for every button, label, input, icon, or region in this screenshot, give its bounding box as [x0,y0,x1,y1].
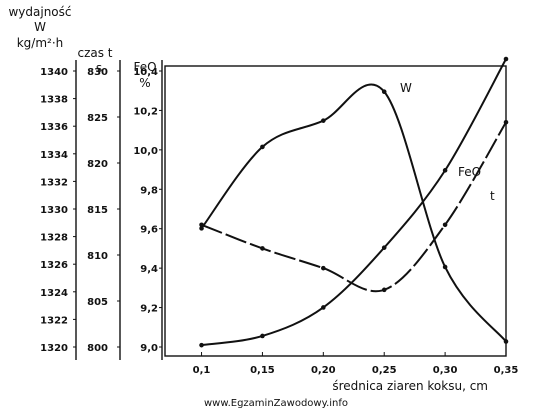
data-point-w [442,264,448,270]
x-axis-label: średnica ziaren koksu, cm [332,379,488,393]
axis-title-feo: FeO [133,60,156,74]
y-tick-label-feo: 10,4 [133,67,158,78]
axis-title-t: czas t [77,46,112,60]
y-tick-label-feo: 9,6 [140,225,158,236]
x-tick-label: 0,20 [311,365,336,376]
axis-title-feo: % [139,76,150,90]
plot-frame [164,65,507,357]
y-tick-label-w: 1326 [40,260,68,271]
data-point-t [260,333,265,339]
data-point-w [260,144,265,150]
axis-title-t: s [96,61,102,75]
y-tick-label-t: 805 [87,297,108,308]
y-tick-label-w: 1322 [40,315,68,326]
x-tick-label: 0,1 [193,365,211,376]
y-tick-label-t: 830 [87,67,108,78]
y-tick-label-w: 1324 [40,288,68,299]
y-tick-label-w: 1338 [40,95,68,106]
data-point-feo [199,222,204,228]
data-point-feo [321,265,326,271]
y-tick-label-t: 810 [87,251,108,262]
data-point-t [199,342,204,348]
x-tick-label: 0,30 [433,365,458,376]
data-point-feo [260,246,265,251]
y-tick-label-feo: 9,2 [140,304,158,315]
x-tick-label: 0,15 [250,365,275,376]
y-tick-label-w: 1330 [40,205,68,216]
series-line-w [200,83,507,343]
y-tick-label-feo: 10,0 [133,146,158,157]
series-label-t: t [490,189,495,203]
data-point-t [442,168,448,173]
data-point-w [381,89,387,94]
data-point-t [321,305,326,310]
y-tick-label-w: 1334 [40,150,68,161]
x-tick-label: 0,25 [372,365,397,376]
data-point-t [381,245,387,250]
y-tick-label-w: 1328 [40,233,68,244]
y-tick-label-w: 1320 [40,343,68,354]
series-label-w: W [400,81,412,95]
y-tick-label-t: 800 [87,343,108,354]
y-tick-label-t: 815 [87,205,108,216]
series-line-feo [201,121,507,293]
data-point-t [503,56,509,62]
data-point-w [199,226,204,231]
data-point-w [321,118,326,123]
y-tick-label-feo: 9,8 [140,185,158,196]
data-point-w [503,339,509,344]
x-tick-label: 0,35 [494,365,519,376]
y-tick-label-feo: 9,4 [140,264,158,275]
y-tick-label-t: 825 [87,113,108,124]
y-tick-label-w: 1336 [40,122,68,133]
axis-title-w: wydajność [8,5,71,19]
y-tick-label-t: 820 [87,159,108,170]
data-point-feo [381,287,387,293]
axis-title-w: W [34,20,46,34]
y-tick-label-w: 1332 [40,177,68,188]
y-tick-label-feo: 10,2 [133,106,158,117]
data-point-feo [503,119,509,125]
axis-title-w: kg/m²·h [17,36,64,50]
watermark-text: www.EgzaminZawodowy.info [204,398,348,409]
data-point-feo [442,222,448,228]
y-tick-label-w: 1340 [40,67,68,78]
series-label-feo: FeO [458,165,481,179]
y-tick-label-feo: 9,0 [140,343,158,354]
